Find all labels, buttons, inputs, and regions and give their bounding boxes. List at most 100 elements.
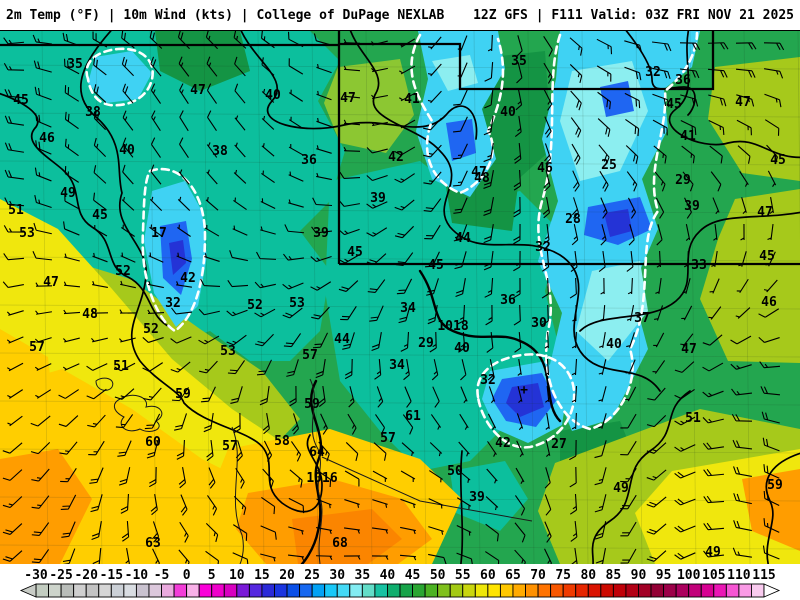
temp-region-orange xyxy=(742,469,800,551)
wind-barb xyxy=(703,522,725,531)
colorbar-tick-label: -30 xyxy=(24,568,48,583)
wind-barb xyxy=(254,308,276,318)
wind-barb xyxy=(758,308,780,318)
wind-barb xyxy=(371,555,389,560)
wind-barb xyxy=(596,38,613,55)
temperature-label: 49 xyxy=(705,545,721,560)
colorbar-tick-label: 40 xyxy=(380,568,396,583)
wind-barb xyxy=(513,304,521,326)
wind-barb xyxy=(739,170,749,187)
wind-barb xyxy=(767,170,777,188)
temperature-label: 53 xyxy=(289,296,305,311)
wind-barb xyxy=(59,441,78,455)
wind-barb xyxy=(652,93,670,108)
temperature-label: 59 xyxy=(304,397,320,412)
wind-barb xyxy=(702,334,723,346)
temperature-label: 57 xyxy=(222,439,238,454)
colorbar-segment xyxy=(449,583,464,598)
temperature-label: 48 xyxy=(82,307,98,322)
wind-barb xyxy=(316,90,332,101)
wind-barb xyxy=(227,360,246,375)
wind-barb xyxy=(4,169,25,180)
temperature-label: 45 xyxy=(92,208,108,223)
wind-barb xyxy=(735,68,756,78)
wind-barb xyxy=(735,42,757,50)
wind-barb xyxy=(119,309,137,314)
temperature-label: 29 xyxy=(675,173,691,188)
wind-barb xyxy=(459,413,469,430)
wind-barb xyxy=(737,145,751,164)
wind-barb xyxy=(594,467,607,486)
wind-barb xyxy=(702,417,724,424)
wind-barb xyxy=(200,278,221,288)
wind-barb xyxy=(347,413,357,435)
wind-barb xyxy=(93,84,107,103)
temperature-label: 45 xyxy=(770,153,786,168)
wind-barb xyxy=(170,336,192,344)
wind-barb xyxy=(711,251,718,267)
wind-barb xyxy=(682,171,694,192)
wind-barb xyxy=(316,172,332,181)
temperature-label: 17 xyxy=(151,226,167,241)
wind-barb xyxy=(702,442,724,450)
wind-barb xyxy=(713,223,718,241)
wind-barb xyxy=(170,361,191,373)
wind-barb xyxy=(344,470,360,487)
wind-barb xyxy=(198,335,220,345)
wind-barb xyxy=(626,250,634,272)
wind-barb xyxy=(115,414,134,429)
wind-barb xyxy=(371,527,389,534)
wind-barb xyxy=(344,358,353,380)
wind-barb xyxy=(256,359,272,376)
colorbar-segment xyxy=(650,583,665,598)
wind-barb xyxy=(674,416,696,426)
colorbar-segment xyxy=(73,583,87,598)
wind-barb xyxy=(291,413,300,435)
wind-barb xyxy=(207,495,218,516)
wind-barb xyxy=(646,469,667,481)
wind-barb xyxy=(762,545,780,560)
wind-barb xyxy=(620,467,637,483)
wind-barb xyxy=(205,31,218,50)
wind-barb xyxy=(487,359,495,381)
wind-barb xyxy=(92,547,102,564)
wind-barb xyxy=(763,518,780,533)
wind-barb xyxy=(400,498,416,509)
wind-barb xyxy=(765,251,776,267)
wind-barb xyxy=(60,494,77,511)
colorbar-tick-label: -20 xyxy=(74,568,98,583)
wind-barb xyxy=(544,116,552,138)
wind-barb xyxy=(233,412,241,434)
wind-barb xyxy=(2,523,23,535)
colorbar-segment xyxy=(462,583,476,598)
temperature-label: 45 xyxy=(666,97,682,112)
temperature-label: 50 xyxy=(447,464,463,479)
wind-barb xyxy=(232,552,249,564)
wind-barb xyxy=(198,308,220,316)
wind-barb xyxy=(151,110,161,131)
wind-barb xyxy=(316,527,332,535)
wind-barb xyxy=(88,440,105,456)
wind-barb xyxy=(205,522,219,543)
colorbar-tick-label: 45 xyxy=(405,568,421,583)
wind-barb xyxy=(204,224,220,237)
wind-barb xyxy=(571,143,581,165)
wind-barb xyxy=(150,164,162,185)
wind-barb xyxy=(483,170,494,189)
wind-barb xyxy=(340,305,357,321)
wind-barb xyxy=(484,61,494,82)
colorbar-right-arrow xyxy=(763,583,781,598)
wind-barb xyxy=(674,552,696,560)
colorbar-tick-label: 0 xyxy=(183,568,191,583)
wind-barb xyxy=(646,496,667,508)
wind-barb xyxy=(656,224,663,246)
temperature-label: 38 xyxy=(212,144,228,159)
temperature-label: 40 xyxy=(454,341,470,356)
colorbar-segment xyxy=(663,583,677,598)
wind-barb xyxy=(730,335,752,345)
temperature-label: 47 xyxy=(340,91,356,106)
wind-barb xyxy=(315,359,326,379)
temperature-label: 44 xyxy=(334,332,350,347)
wind-barb xyxy=(655,278,662,294)
colorbar-segment xyxy=(474,583,489,598)
